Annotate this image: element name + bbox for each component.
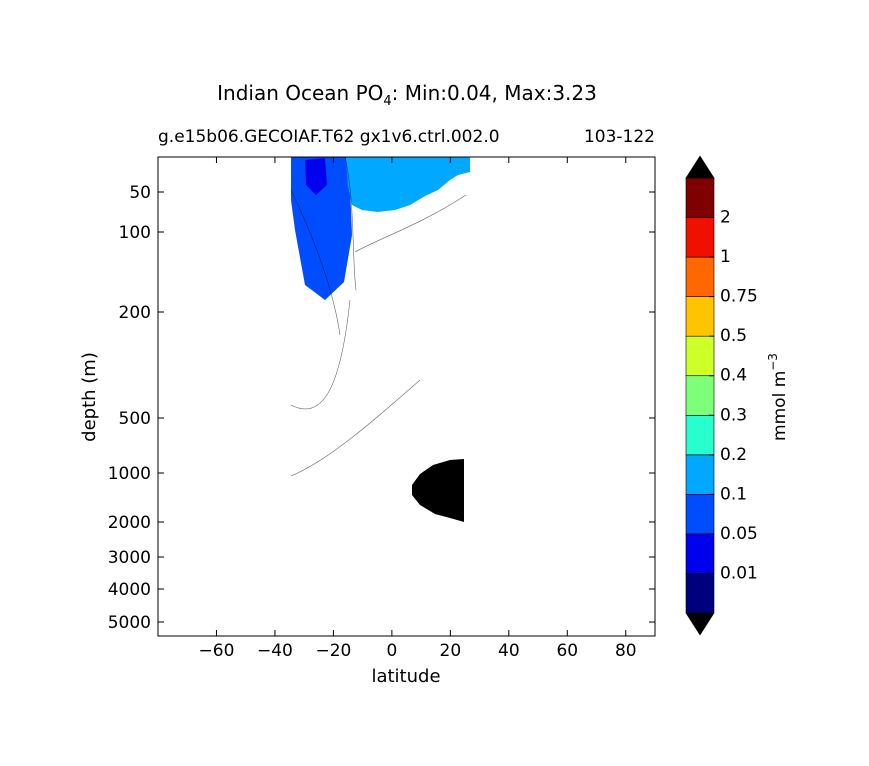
colorbar-tick-label: 0.75: [720, 287, 758, 307]
chart-title: Indian Ocean PO4: Min:0.04, Max:3.23: [217, 81, 597, 109]
y-tick-label: 200: [119, 303, 151, 323]
y-tick-label: 2000: [108, 513, 151, 533]
colorbar-segment: [685, 573, 715, 614]
colorbar-extend-max: [685, 155, 715, 179]
colorbar-label-sup: −3: [766, 353, 780, 371]
colorbar-tick-label: 0.1: [720, 484, 747, 504]
colorbar-extend-min: [685, 612, 715, 636]
axes-frame: [157, 156, 656, 637]
x-tick-label: 20: [440, 641, 462, 661]
colorbar-tick-label: 0.5: [720, 326, 747, 346]
colorbar-segment: [685, 494, 715, 535]
colorbar-segment: [685, 454, 715, 495]
contour-line: [290, 189, 341, 336]
x-tick-label: 80: [615, 641, 637, 661]
y-axis-label: depth (m): [79, 352, 100, 442]
colorbar-segment: [685, 414, 715, 456]
x-tick-label: −20: [315, 641, 351, 661]
x-tick-label: 0: [386, 641, 397, 661]
colorbar-segment: [685, 177, 715, 218]
colorbar-label: mmol m−3: [766, 353, 790, 441]
contour-band-0.01-0.05: [305, 158, 327, 195]
colorbar-label-text: mmol m: [770, 371, 790, 441]
y-tick-label: 50: [129, 183, 151, 203]
title-main: Indian Ocean PO: [217, 81, 383, 105]
colorbar-segment: [685, 533, 715, 574]
po4-contour-field: [158, 157, 655, 636]
colorbar-segment: [685, 335, 715, 377]
colorbar: 0.01 0.05 0.1 0.2 0.3 0.4 0.5 0.75 1 2: [685, 155, 758, 636]
y-tick-label: 100: [119, 223, 151, 243]
domain-background: [158, 157, 655, 636]
chart-subtitle-right: 103-122: [584, 127, 655, 147]
colorbar-tick-label: 0.2: [720, 445, 747, 465]
colorbar-tick-label: 0.3: [720, 405, 747, 425]
x-tick-label: 60: [556, 641, 578, 661]
title-rest: : Min:0.04, Max:3.23: [392, 81, 597, 105]
colorbar-tick-label: 2: [720, 208, 731, 228]
colorbar-segment: [685, 256, 715, 297]
y-tick-label: 5000: [108, 613, 151, 633]
chart-subtitle-left: g.e15b06.GECOIAF.T62 gx1v6.ctrl.002.0: [158, 127, 500, 147]
colorbar-segment: [685, 217, 715, 258]
x-tick-label: −60: [199, 641, 235, 661]
contour-line: [344, 157, 357, 291]
colorbar-segment: [685, 296, 715, 337]
y-tick-label: 500: [119, 409, 151, 429]
y-axis: 50 100 200 500 1000 2000 3000 4000 5000: [108, 183, 655, 633]
contour-band-0.05-0.1: [291, 157, 352, 300]
contour-line: [354, 194, 467, 253]
y-tick-label: 4000: [108, 580, 151, 600]
x-axis: −60 −40 −20 0 20 40 60 80: [199, 157, 637, 661]
x-tick-label: 40: [498, 641, 520, 661]
contour-line: [290, 299, 351, 410]
title-subscript: 4: [383, 94, 391, 109]
colorbar-segment: [685, 375, 715, 416]
x-tick-label: −40: [257, 641, 293, 661]
colorbar-tick-label: 0.01: [720, 563, 758, 583]
colorbar-tick-label: 1: [720, 247, 731, 267]
contour-band-0.1-0.2: [346, 157, 470, 212]
y-tick-label: 1000: [108, 464, 151, 484]
y-tick-label: 3000: [108, 548, 151, 568]
colorbar-tick-label: 0.05: [720, 524, 758, 544]
contour-line: [290, 379, 421, 477]
x-axis-label: latitude: [371, 666, 440, 687]
colorbar-tick-label: 0.4: [720, 366, 747, 386]
contour-band-extend-max: [412, 459, 464, 522]
